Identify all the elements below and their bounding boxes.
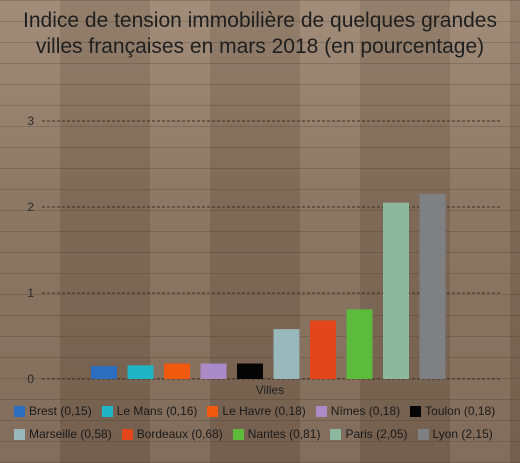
legend-item[interactable]: Paris (2,05) [330, 427, 408, 441]
legend-label: Nantes (0,81) [247, 427, 321, 441]
bars [91, 194, 446, 379]
legend-item[interactable]: Nantes (0,81) [232, 427, 321, 441]
legend-item[interactable]: Le Havre (0,18) [207, 404, 306, 418]
legend-swatch [121, 428, 133, 440]
bar [383, 202, 409, 379]
legend-swatch [207, 405, 219, 417]
bar [419, 194, 446, 379]
y-tick-label: 1 [27, 286, 34, 300]
y-tick-label: 3 [27, 114, 34, 128]
bar [127, 365, 154, 379]
legend-swatch [330, 428, 342, 440]
bar [273, 329, 300, 379]
legend-label: Brest (0,15) [29, 404, 92, 418]
legend-swatch [232, 428, 244, 440]
legend-item[interactable]: Nîmes (0,18) [315, 404, 401, 418]
legend-item[interactable]: Lyon (2,15) [417, 427, 493, 441]
bar [310, 320, 336, 379]
legend-label: Toulon (0,18) [425, 404, 496, 418]
legend-swatch [315, 405, 327, 417]
legend-item[interactable]: Le Mans (0,16) [101, 404, 198, 418]
legend-swatch [417, 428, 429, 440]
legend-label: Le Havre (0,18) [222, 404, 306, 418]
legend-item[interactable]: Bordeaux (0,68) [121, 427, 223, 441]
bar [91, 366, 117, 379]
bar [346, 309, 373, 379]
legend-label: Nîmes (0,18) [330, 404, 401, 418]
legend-item[interactable]: Toulon (0,18) [410, 404, 495, 418]
legend-label: Lyon (2,15) [432, 427, 493, 441]
y-tick-label: 0 [27, 372, 34, 386]
legend-swatch [14, 428, 25, 440]
legend: Brest (0,15) Le Mans (0,16) Le Havre (0,18… [14, 404, 514, 441]
x-axis-label: Villes [256, 383, 284, 397]
legend-label: Marseille (0,58) [29, 427, 112, 441]
chart-title: Indice de tension immobilière de quelque… [23, 9, 497, 58]
y-tick-label: 2 [27, 200, 34, 214]
legend-label: Bordeaux (0,68) [136, 427, 223, 441]
bar [200, 363, 227, 379]
legend-item[interactable]: Marseille (0,58) [14, 427, 112, 441]
legend-swatch [101, 405, 113, 417]
bar [237, 363, 263, 379]
legend-label: Le Mans (0,16) [116, 404, 198, 418]
legend-swatch [410, 405, 422, 417]
legend-label: Paris (2,05) [345, 427, 408, 441]
bar [164, 363, 190, 379]
legend-swatch [14, 405, 25, 417]
legend-item[interactable]: Brest (0,15) [14, 404, 92, 418]
